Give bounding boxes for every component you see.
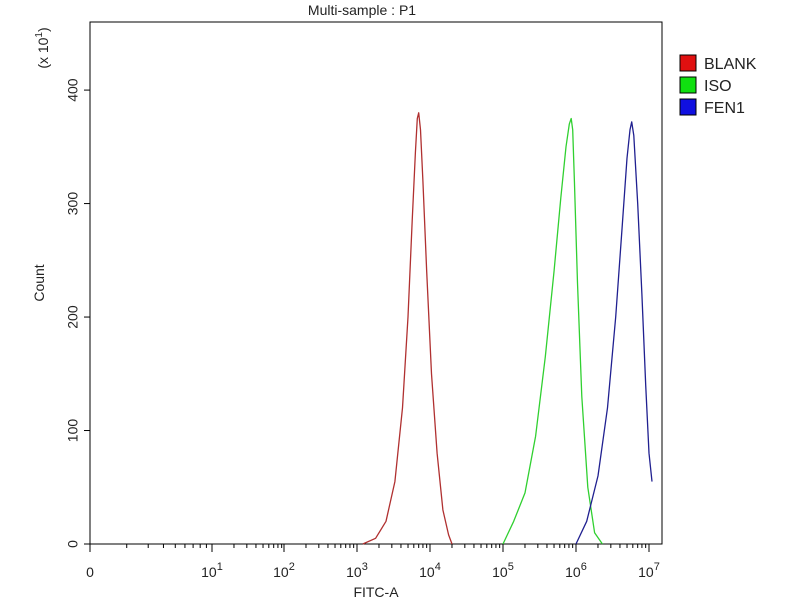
- y-tick-label: 0: [65, 540, 81, 548]
- y-axis-ticks: 0 100 200 300 400: [65, 78, 90, 548]
- legend-label-fen1: FEN1: [704, 100, 745, 117]
- y-tick-label: 300: [65, 192, 81, 216]
- legend-swatch-blank: [679, 54, 697, 72]
- legend-swatch-fen1: [679, 98, 697, 116]
- x-tick-label: 104: [419, 561, 441, 580]
- y-tick-label: 400: [65, 78, 81, 102]
- legend-label-blank: BLANK: [704, 56, 757, 73]
- x-tick-label: 0: [86, 564, 94, 580]
- series-line-fen1: [575, 121, 653, 545]
- x-axis-title: FITC-A: [353, 584, 399, 600]
- y-tick-label: 200: [65, 305, 81, 329]
- y-tick-label: 100: [65, 419, 81, 443]
- legend-swatch-iso: [679, 76, 697, 94]
- x-tick-label: 103: [346, 561, 368, 580]
- x-tick-label: 101: [201, 561, 223, 580]
- x-tick-label: 106: [565, 561, 587, 580]
- y-axis-title: Count: [31, 264, 47, 301]
- x-tick-label: 105: [492, 561, 514, 580]
- x-tick-label: 107: [638, 561, 660, 580]
- legend: BLANK ISO FEN1: [679, 54, 757, 117]
- x-tick-label: 102: [273, 561, 295, 580]
- legend-label-iso: ISO: [704, 78, 732, 95]
- series-line-blank: [362, 112, 453, 545]
- chart-title: Multi-sample : P1: [308, 2, 416, 18]
- plot-frame: [89, 21, 663, 545]
- x-axis-ticks: 0 101 102 103 104 105 106 107: [86, 544, 660, 580]
- series-layer: [362, 112, 653, 545]
- y-multiplier-label: (x 101): [34, 27, 51, 68]
- series-line-iso: [502, 117, 603, 545]
